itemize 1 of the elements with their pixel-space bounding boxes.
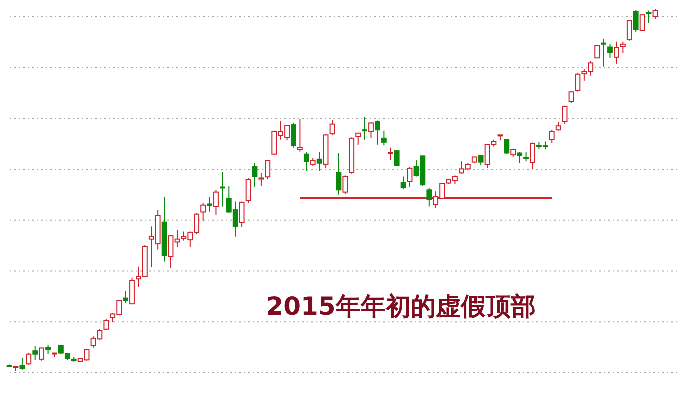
annotation: 2015年年初的虚假顶部	[266, 292, 536, 321]
